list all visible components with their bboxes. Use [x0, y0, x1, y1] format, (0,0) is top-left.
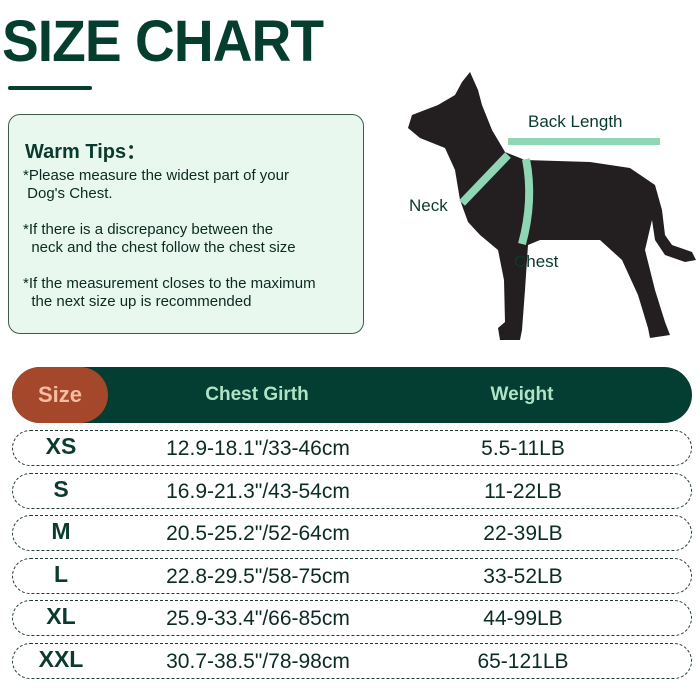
chest-girth-cell: 12.9-18.1"/33-46cm [166, 437, 350, 460]
neck-tape [459, 152, 511, 206]
weight-cell: 11-22LB [484, 479, 562, 503]
tip-3: *If the measurement closes to the maximu… [23, 275, 316, 310]
size-cell: XL [46, 603, 76, 630]
size-cell: S [53, 475, 69, 502]
table-row: M 20.5-25.2"/52-64cm 22-39LB [12, 515, 692, 552]
table-header: Size Chest Girth Weight [12, 367, 692, 423]
weight-cell: 5.5-11LB [481, 437, 565, 460]
header-size: Size [12, 367, 108, 423]
table-row: XXL 30.7-38.5"/78-98cm 65-121LB [12, 643, 692, 679]
size-cell: XXL [38, 646, 84, 672]
size-cell: M [51, 518, 71, 545]
tips-heading: Warm Tips： [25, 141, 147, 163]
weight-cell: 44-99LB [483, 607, 563, 631]
chest-girth-cell: 22.8-29.5"/58-75cm [166, 564, 350, 588]
table-row: S 16.9-21.3"/43-54cm 11-22LB [12, 472, 692, 509]
table-row: XS 12.9-18.1"/33-46cm 5.5-11LB [12, 430, 692, 466]
page-title: SIZE CHART [2, 9, 324, 74]
size-cell: L [53, 560, 69, 587]
weight-cell: 65-121LB [477, 650, 569, 673]
dog-silhouette-icon [408, 72, 696, 340]
chest-tape [518, 158, 534, 246]
table-row: XL 25.9-33.4"/66-85cm 44-99LB [12, 600, 692, 637]
size-cell: XS [45, 433, 77, 459]
chest-label: Chest [514, 252, 559, 271]
table-row: L 22.8-29.5"/58-75cm 33-52LB [12, 557, 692, 594]
tip-2: *If there is a discrepancy between the n… [23, 221, 296, 256]
warm-tips-box: Warm Tips： *Please measure the widest pa… [8, 114, 364, 334]
back-length-tape [508, 138, 660, 145]
dog-measurement-diagram: Back Length Neck Chest [400, 60, 700, 350]
header-chest-girth: Chest Girth [205, 384, 309, 405]
weight-cell: 33-52LB [483, 564, 563, 588]
chest-girth-cell: 30.7-38.5"/78-98cm [166, 650, 350, 673]
chest-girth-cell: 20.5-25.2"/52-64cm [166, 522, 350, 546]
tip-1: *Please measure the widest part of your … [23, 167, 289, 202]
chest-girth-cell: 25.9-33.4"/66-85cm [166, 607, 350, 631]
neck-label: Neck [409, 196, 448, 215]
chest-girth-cell: 16.9-21.3"/43-54cm [166, 479, 350, 503]
back-length-label: Back Length [528, 112, 623, 131]
header-weight: Weight [490, 384, 554, 405]
weight-cell: 22-39LB [483, 522, 563, 546]
title-underline [8, 86, 92, 90]
